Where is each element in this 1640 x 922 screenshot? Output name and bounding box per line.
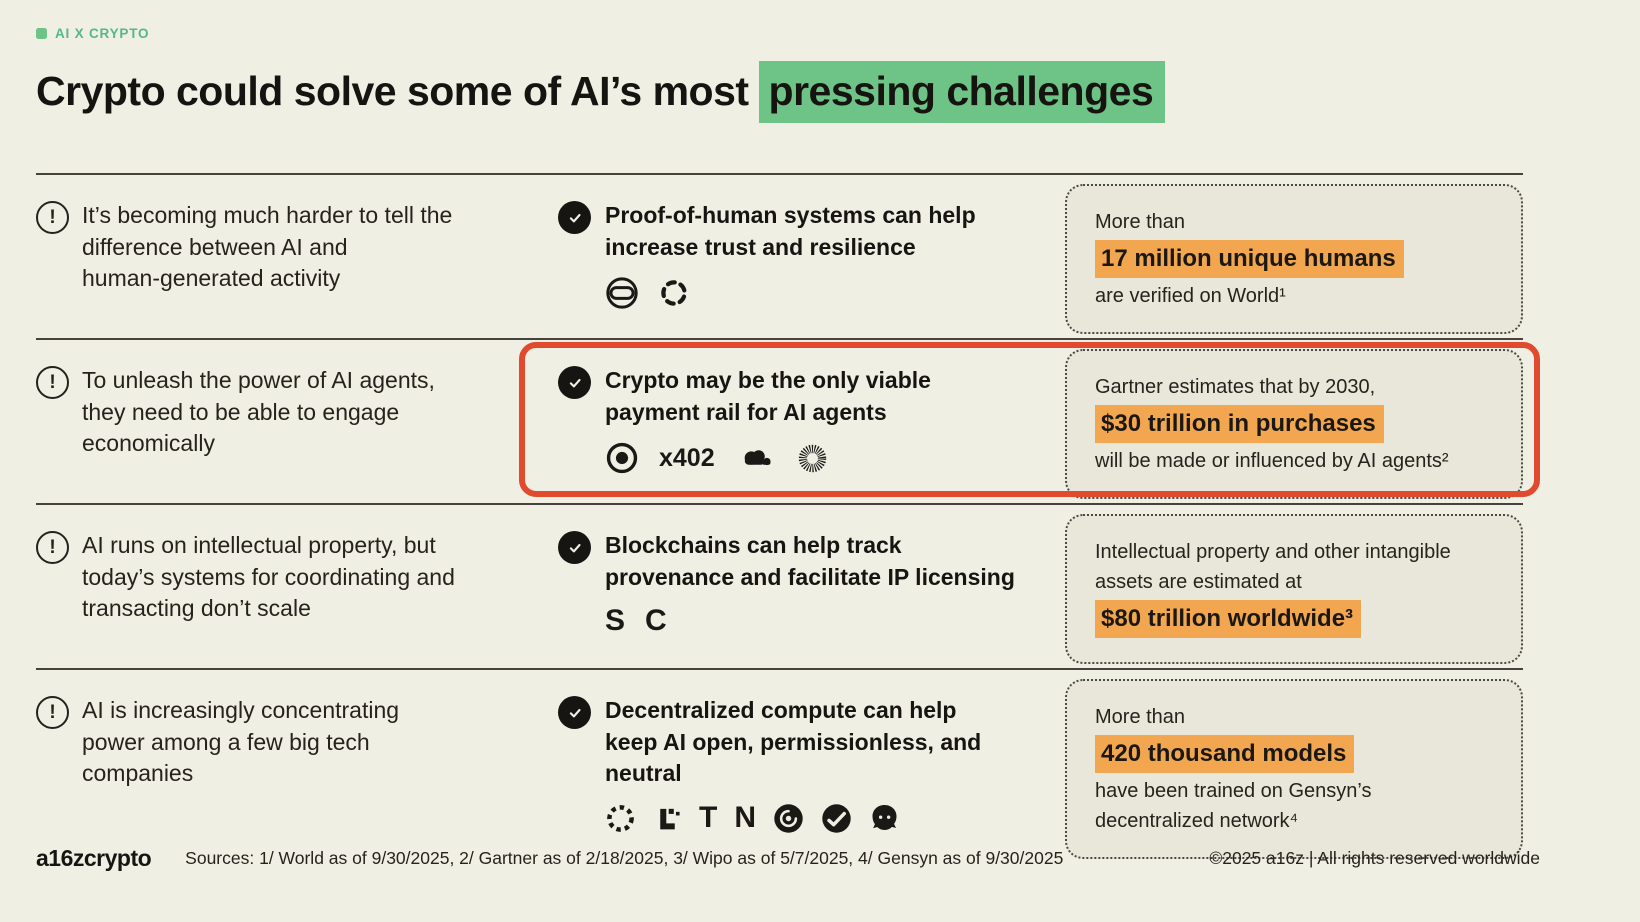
solution-text: Decentralized compute can help keep AI o… (605, 697, 982, 786)
solution-cell: Decentralized compute can help keep AI o… (522, 670, 1065, 859)
eyebrow-label: AI X CRYPTO (55, 26, 150, 41)
problem-cell: ! AI runs on intellectual property, but … (36, 505, 522, 668)
solution-cell: Crypto may be the only viable payment ra… (522, 340, 1065, 503)
exclamation-circle-icon: ! (36, 366, 69, 399)
logo-row: x402 (605, 441, 1065, 475)
row-payment-rail: ! To unleash the power of AI agents, the… (36, 338, 1523, 503)
stat-line1: More than (1095, 706, 1186, 728)
problem-cell: ! It’s becoming much harder to tell the … (36, 175, 522, 338)
camp-logo-icon: C (645, 604, 667, 637)
stat-box: More than 420 thousand models have been … (1065, 679, 1523, 859)
copyright-text: ©2025 a16z | All rights reserved worldwi… (1209, 848, 1540, 868)
problem-text: AI runs on intellectual property, but to… (82, 532, 455, 621)
check-circle-icon (558, 201, 591, 234)
x402-label: x402 (659, 443, 715, 472)
stat-highlight: $80 trillion worldwide³ (1095, 600, 1362, 638)
stat-highlight: 17 million unique humans (1095, 240, 1404, 278)
exclamation-circle-icon: ! (36, 696, 69, 729)
sources-text: Sources: 1/ World as of 9/30/2025, 2/ Ga… (185, 848, 1064, 868)
title-highlight: pressing challenges (758, 61, 1166, 123)
pixel-ring-logo-icon (605, 803, 636, 834)
problem-cell: ! AI is increasingly concentrating power… (36, 670, 522, 859)
stat-box: More than 17 million unique humans are v… (1065, 184, 1523, 334)
exclamation-circle-icon: ! (36, 201, 69, 234)
pixel-l-logo-icon (653, 804, 682, 833)
solution-cell: Blockchains can help track provenance an… (522, 505, 1065, 668)
logo-row: S C (605, 606, 1065, 636)
check-circle-icon (558, 696, 591, 729)
logo-row: T N (605, 803, 1065, 834)
check-circle-icon (558, 366, 591, 399)
solution-text: Crypto may be the only viable payment ra… (605, 367, 931, 425)
stat-box: Gartner estimates that by 2030, $30 tril… (1065, 349, 1523, 499)
stat-line1: Intellectual property and other intangib… (1095, 541, 1451, 593)
sunburst-logo-icon (797, 443, 828, 474)
stat-highlight: 420 thousand models (1095, 735, 1355, 773)
exclamation-circle-icon: ! (36, 531, 69, 564)
title-plain: Crypto could solve some of AI’s most (36, 68, 749, 114)
solution-cell: Proof-of-human systems can help increase… (522, 175, 1065, 338)
world-logo-icon (605, 276, 639, 310)
solution-text: Proof-of-human systems can help increase… (605, 202, 976, 260)
segmented-circle-logo-icon (659, 278, 689, 308)
problem-cell: ! To unleash the power of AI agents, the… (36, 340, 522, 503)
flame-glyph (656, 615, 665, 623)
rows-container: ! It’s becoming much harder to tell the … (36, 173, 1523, 859)
check-disc-logo-icon (821, 803, 852, 834)
stat-cell: More than 17 million unique humans are v… (1065, 175, 1523, 338)
stat-cell: Intellectual property and other intangib… (1065, 505, 1523, 668)
orbit-disc-logo-icon (773, 803, 804, 834)
a16zcrypto-logo: a16zcrypto (36, 845, 152, 871)
stat-cell: More than 420 thousand models have been … (1065, 670, 1523, 859)
row-decentralized-compute: ! AI is increasingly concentrating power… (36, 668, 1523, 859)
t-logo-icon: T (699, 801, 718, 834)
stat-cell: Gartner estimates that by 2030, $30 tril… (1065, 340, 1523, 503)
eyebrow: AI X CRYPTO (36, 26, 149, 41)
stat-line3: have been trained on Gensyn’s decentrali… (1095, 780, 1372, 832)
row-proof-of-human: ! It’s becoming much harder to tell the … (36, 173, 1523, 338)
stat-line3: will be made or influenced by AI agents² (1095, 450, 1449, 472)
cloudflare-logo-icon (735, 442, 777, 474)
circle-pay-logo-icon (605, 441, 639, 475)
stat-line1: More than (1095, 211, 1186, 233)
solution-text: Blockchains can help track provenance an… (605, 532, 1015, 590)
stat-line1: Gartner estimates that by 2030, (1095, 376, 1376, 398)
stat-box: Intellectual property and other intangib… (1065, 514, 1523, 664)
green-square-icon (36, 28, 47, 39)
stat-highlight: $30 trillion in purchases (1095, 405, 1384, 443)
logo-row (605, 276, 1065, 310)
stat-line3: are verified on World¹ (1095, 285, 1286, 307)
problem-text: It’s becoming much harder to tell the di… (82, 202, 453, 291)
page-title: Crypto could solve some of AI’s most pres… (36, 61, 1166, 123)
n-logo-icon: N (734, 801, 756, 834)
problem-text: To unleash the power of AI agents, they … (82, 367, 435, 456)
check-circle-icon (558, 531, 591, 564)
story-logo-icon: S (605, 604, 626, 637)
row-ip-licensing: ! AI runs on intellectual property, but … (36, 503, 1523, 668)
footer: a16zcrypto Sources: 1/ World as of 9/30/… (36, 845, 1540, 872)
problem-text: AI is increasingly concentrating power a… (82, 697, 400, 786)
anime-face-logo-icon (869, 803, 900, 834)
